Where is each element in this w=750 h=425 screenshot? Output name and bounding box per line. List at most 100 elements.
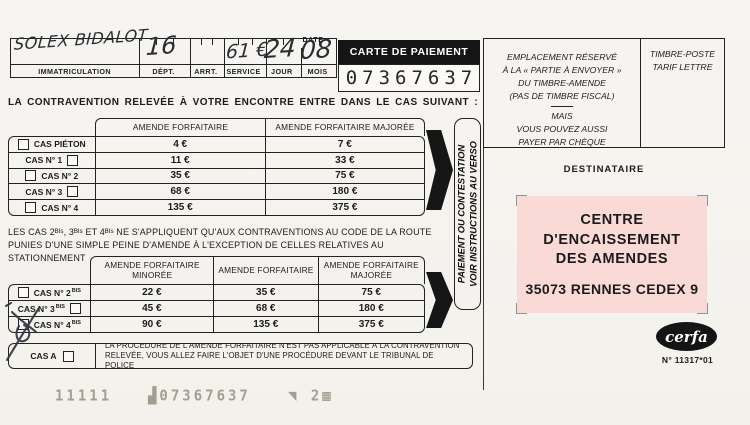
cas-3bis-checkbox[interactable]	[69, 303, 81, 314]
amount-cell: 75 €	[264, 168, 424, 184]
stamp-area-box: EMPLACEMENT RÉSERVÉ À LA « PARTIE À ENVO…	[483, 38, 725, 148]
amount-cell: 135 €	[213, 317, 318, 332]
stamp-line: EMPLACEMENT RÉSERVÉ	[507, 52, 617, 62]
address-line: D'ENCAISSEMENT	[543, 231, 681, 248]
digit-tick	[201, 39, 202, 45]
strip-line1: PAIEMENT OU CONTESTATION	[455, 144, 466, 284]
amount-cell: 90 €	[142, 319, 162, 330]
amount-cell: 35 €	[213, 285, 318, 300]
timbre-line: TIMBRE-POSTE	[649, 49, 716, 59]
amount-cell: 22 €	[142, 287, 162, 298]
cas-2bis-checkbox[interactable]	[17, 287, 29, 298]
amount-cell: 180 €	[264, 184, 424, 200]
cas-pieton-checkbox[interactable]	[17, 138, 29, 150]
digit-tick	[156, 39, 157, 45]
digit-tick	[283, 39, 284, 45]
amount-cell: 75 €	[317, 285, 424, 300]
amount-cell: 375 €	[317, 317, 424, 332]
carte-de-paiement-banner: CARTE DE PAIEMENT	[338, 40, 480, 64]
row-label: CAS N° 4BIS	[33, 319, 81, 330]
amount-cell: 180 €	[317, 301, 424, 316]
cerfa-logo: cerfa	[656, 322, 717, 351]
timbre-line: TARIF LETTRE	[652, 62, 713, 73]
stamp-line: PAYER PAR CHÈQUE	[518, 137, 606, 148]
digit-tick	[319, 39, 320, 45]
amount-cell: 35 €	[170, 170, 190, 182]
stamp-instructions: EMPLACEMENT RÉSERVÉ À LA « PARTIE À ENVO…	[484, 39, 641, 147]
matrix-print-segment: 11111	[55, 387, 113, 405]
row-label: CAS PIÉTON	[33, 139, 86, 150]
immatriculation-label: IMMATRICULATION	[38, 66, 112, 76]
cas-a-text: LA PROCÉDURE DE L'AMENDE FORFAITAIRE N'E…	[105, 343, 460, 369]
table-row: CAS N° 3BIS 45 € 68 € 180 €	[9, 300, 424, 316]
arrt-label: ARRT.	[194, 66, 218, 76]
column-divider	[190, 39, 191, 77]
row-label: CAS N° 3	[25, 186, 63, 197]
fines-table2-header: AMENDE FORFAITAIRE MINORÉE AMENDE FORFAI…	[90, 256, 425, 284]
amount-cell: 68 €	[213, 301, 318, 316]
stamp-line: À LA « PARTIE À ENVOYER »	[502, 65, 622, 76]
table-row: CAS N° 4BIS 90 € 135 € 375 €	[9, 316, 424, 332]
table-row: CAS N° 3 68 € 180 €	[9, 183, 424, 200]
column-divider	[224, 39, 225, 77]
matrix-print-segment: ▟07367637	[148, 387, 251, 405]
fines-table1-header: AMENDE FORFAITAIRE AMENDE FORFAITAIRE MA…	[95, 118, 425, 136]
row-label: CAS N° 2	[41, 170, 79, 181]
date-label: DATE	[302, 37, 324, 44]
header-cell: AMENDE FORFAITAIRE MAJORÉE	[264, 119, 424, 136]
amount-cell: 4 €	[173, 138, 188, 150]
cas-2-checkbox[interactable]	[25, 170, 37, 182]
address-line: DES AMENDES	[555, 251, 669, 268]
row-label: CAS N° 1	[25, 155, 63, 166]
corner-mark	[697, 195, 708, 206]
row-label: CAS N° 3BIS	[17, 303, 65, 314]
row-label: CAS N° 2BIS	[33, 287, 81, 298]
cas-a-label: CAS A	[30, 351, 57, 361]
dept-label: DÉPT.	[152, 66, 175, 76]
amount-cell: 135 €	[167, 202, 193, 214]
table-row: CAS N° 4 135 € 375 €	[9, 199, 424, 215]
right-arrow-icon	[426, 272, 453, 328]
header-cell: AMENDE FORFAITAIRE	[132, 121, 229, 132]
service-label: SERVICE	[226, 66, 261, 76]
cas-1-checkbox[interactable]	[67, 154, 79, 166]
mois-label: MOIS	[307, 66, 328, 76]
cas-4bis-checkbox[interactable]	[17, 319, 29, 330]
matrix-print-segment: ◥ 2▦	[288, 387, 334, 405]
dept-field[interactable]: 16	[145, 30, 178, 62]
cas-3-checkbox[interactable]	[67, 186, 79, 198]
digit-tick	[212, 39, 213, 45]
jour-field[interactable]: 24	[263, 32, 297, 65]
timbre-poste-cell: TIMBRE-POSTE TARIF LETTRE	[641, 39, 724, 147]
fold-divider	[483, 38, 484, 390]
destinataire-label: DESTINATAIRE	[563, 164, 645, 175]
mois-field[interactable]: 08	[299, 33, 333, 66]
fines-table1: CAS PIÉTON 4 € 7 € CAS N° 1 11 € 33 € CA…	[8, 136, 425, 216]
field-labels-row: IMMATRICULATION DÉPT. ARRT. SERVICE JOUR…	[11, 64, 336, 77]
header-cell: AMENDE FORFAITAIRE	[213, 257, 317, 284]
amount-cell: 33 €	[264, 152, 424, 168]
table-row: CAS N° 1 11 € 33 €	[9, 151, 424, 168]
bis-cases-note: LES CAS 2ᴮᴵˢ, 3ᴮᴵˢ ET 4ᴮᴵˢ NE S'APPLIQUE…	[8, 227, 432, 264]
address-postal-line: 35073 RENNES CEDEX 9	[525, 280, 699, 297]
cas-4-checkbox[interactable]	[25, 202, 37, 214]
jour-label: JOUR	[271, 66, 293, 76]
stamp-line: VOUS POUVEZ AUSSI	[516, 124, 608, 135]
table-row: CAS N° 2 35 € 75 €	[9, 167, 424, 184]
stamp-line: DU TIMBRE-AMENDE	[518, 78, 606, 89]
amount-cell: 375 €	[264, 200, 424, 215]
table-row: CAS PIÉTON 4 € 7 €	[9, 137, 424, 152]
column-divider	[139, 39, 140, 77]
cas-a-checkbox[interactable]	[62, 350, 74, 362]
row-label: CAS N° 4	[41, 202, 79, 213]
vehicle-registration-table: DATE IMMATRICULATION DÉPT. ARRT. SERVICE…	[10, 37, 337, 78]
stamp-line: (PAS DE TIMBRE FISCAL)	[509, 91, 615, 102]
header-cell: AMENDE FORFAITAIRE MINORÉE	[104, 259, 200, 280]
separator-dash	[551, 106, 573, 108]
amount-cell: 11 €	[170, 154, 190, 166]
fines-table2: CAS N° 2BIS 22 € 35 € 75 € CAS N° 3BIS 4…	[8, 284, 425, 333]
address-line: CENTRE	[580, 212, 644, 228]
digit-tick	[238, 39, 239, 45]
amount-cell: 68 €	[170, 186, 190, 198]
